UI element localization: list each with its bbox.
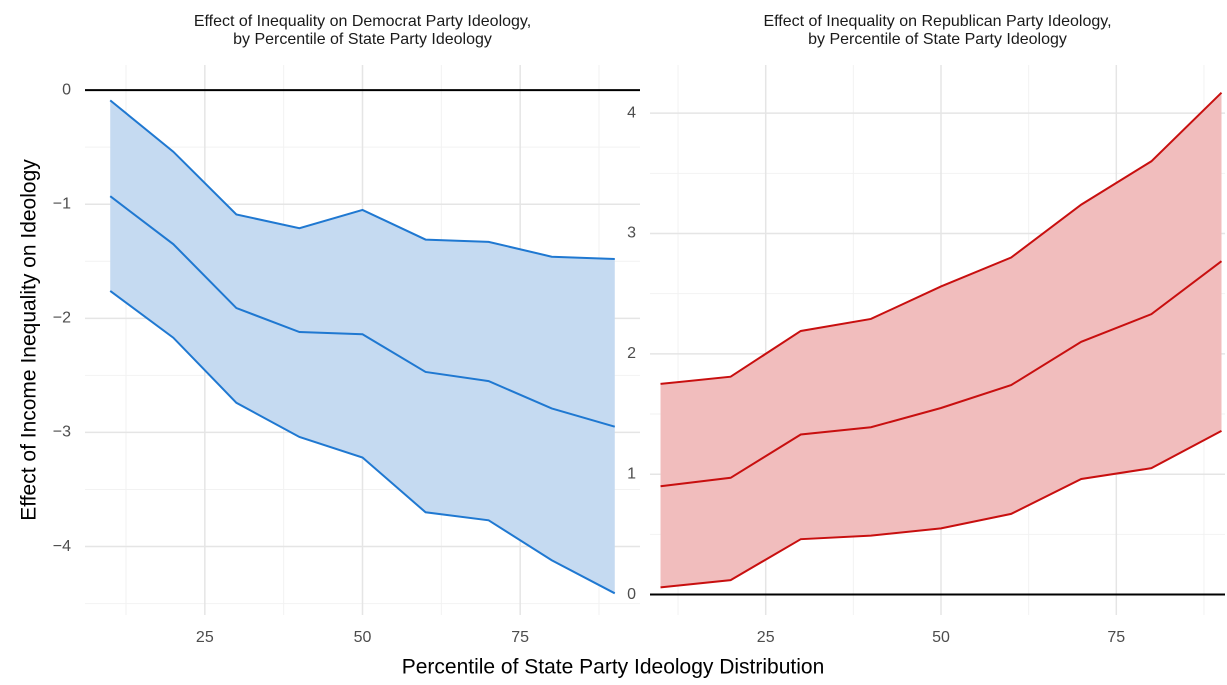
upper-line [109,99,615,260]
chart-title: by Percentile of State Party Ideology [233,31,492,48]
y-tick-label: −4 [53,538,71,555]
estimate-line [109,195,616,428]
y-tick-label: −2 [53,310,71,327]
x-tick-label: 25 [196,629,214,646]
upper-line [660,91,1223,385]
y-tick-label: 3 [627,225,636,242]
confidence-band [660,92,1222,588]
y-tick-label: 1 [627,465,636,482]
chart-title: by Percentile of State Party Ideology [808,31,1067,48]
y-tick-label: 0 [62,81,71,98]
y-axis-label: Effect of Income Inequality on Ideology [18,159,41,521]
y-tick-label: −3 [53,424,71,441]
lower-line [109,290,616,595]
x-tick-label: 25 [757,629,775,646]
y-tick-label: 0 [627,586,636,603]
x-axis-label: Percentile of State Party Ideology Distr… [402,656,825,679]
x-tick-label: 75 [511,629,529,646]
y-tick-label: −1 [53,195,71,212]
estimate-line [660,260,1223,488]
chart-title: Effect of Inequality on Democrat Party I… [194,13,531,30]
chart-title: Effect of Inequality on Republican Party… [763,13,1111,30]
x-tick-label: 75 [1107,629,1125,646]
y-tick-label: 2 [627,345,636,362]
x-tick-label: 50 [932,629,950,646]
y-tick-label: 4 [627,104,636,121]
confidence-band [110,100,615,594]
lower-line [660,429,1222,589]
x-tick-label: 50 [354,629,372,646]
